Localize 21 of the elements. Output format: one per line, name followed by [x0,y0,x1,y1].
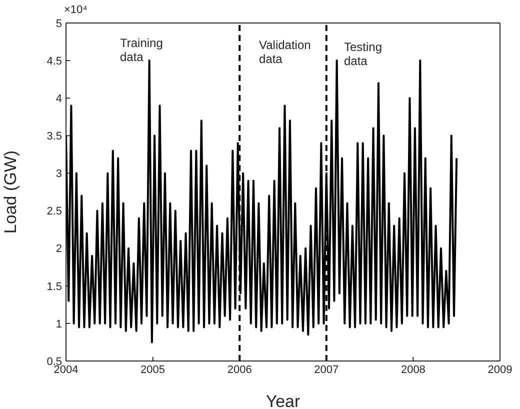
text: ×10⁴ [64,3,88,17]
annotation: Validation data [259,38,312,66]
x-tick-label: 2008 [400,364,426,376]
y-tick-label: 3.5 [46,130,62,143]
y-tick-label: 2 [56,243,62,256]
x-tick-label: 2005 [140,364,166,376]
x-axis-title: Year [266,392,301,409]
y-tick-label: 5 [56,18,62,30]
x-tick-label: 2007 [314,364,339,376]
y-tick-label: 1.5 [46,280,62,293]
x-tick-label: 2006 [227,364,252,376]
y-tick-label: 4 [56,93,62,106]
y-tick-label: 1 [56,318,62,330]
y-tick-label: 4.5 [46,55,62,68]
x-tick-label: 2009 [488,364,512,376]
y-tick-label: 2.5 [46,206,62,218]
x-tick-label: 2004 [54,364,78,376]
annotation: Training data [120,36,164,64]
y-axis-title: Load (GW) [1,150,20,234]
annotation: Testing data [344,40,384,68]
y-tick-label: 3 [56,168,62,180]
